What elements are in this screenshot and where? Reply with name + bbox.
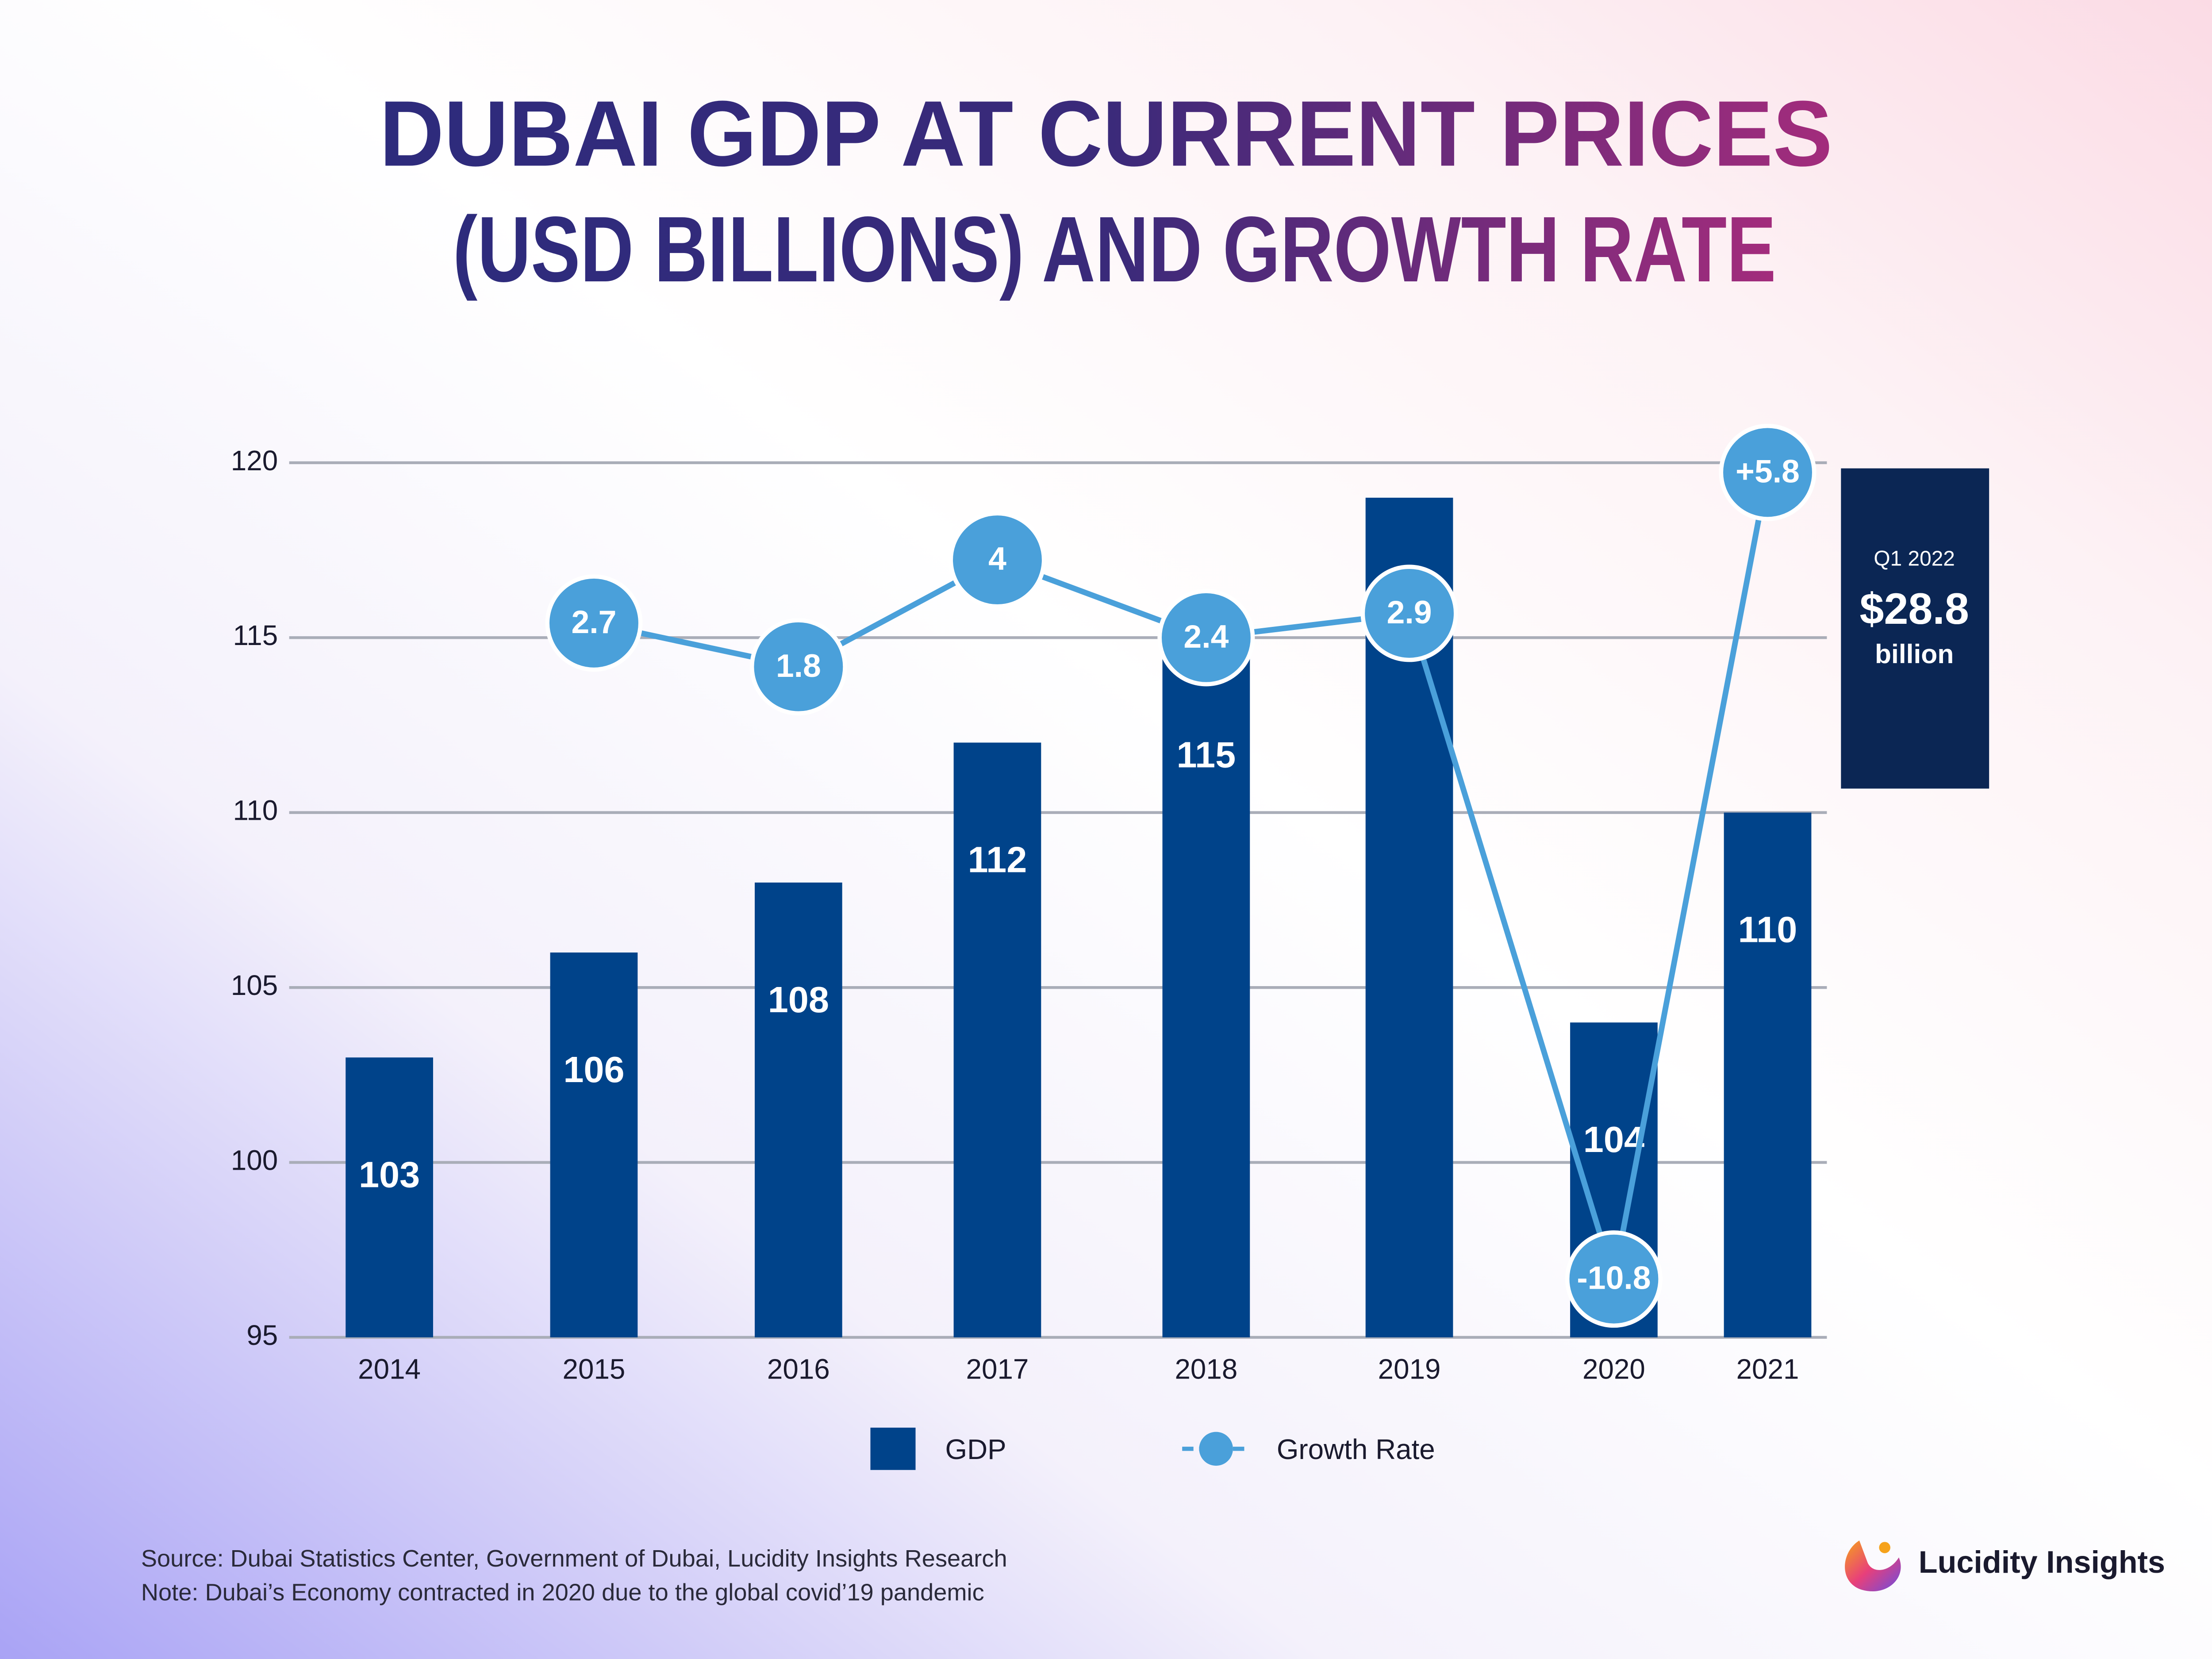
bar-value-label: 106 [563, 1049, 624, 1090]
y-tick-label: 100 [231, 1144, 278, 1176]
brand-logo-dot [1879, 1542, 1890, 1553]
y-tick-label: 120 [231, 445, 278, 476]
brand-logo [1845, 1540, 1901, 1592]
line-point [1157, 589, 1255, 687]
bar-value-label: 108 [768, 979, 829, 1020]
bar-value-label: 112 [968, 839, 1027, 880]
line-point [545, 574, 643, 672]
point-value-label: 2.9 [1387, 594, 1432, 630]
line-point [749, 618, 847, 716]
y-tick-label: 105 [231, 969, 278, 1001]
bar [550, 952, 638, 1337]
line-point [1360, 565, 1458, 662]
legend-label: Growth Rate [1277, 1433, 1435, 1465]
source-note: Source: Dubai Statistics Center, Governm… [141, 1545, 1007, 1572]
line-point [949, 511, 1046, 609]
annotation-box [1841, 468, 1989, 789]
x-tick-label: 2018 [1175, 1353, 1237, 1385]
x-tick-label: 2016 [767, 1353, 830, 1385]
legend-swatch [870, 1428, 916, 1470]
bar [1724, 812, 1812, 1337]
legend-swatch-marker [1199, 1432, 1233, 1466]
bar-value-label: 115 [1177, 734, 1236, 775]
chart-subtitle: (USD BILLIONS) AND GROWTH RATE [453, 197, 1776, 301]
bar [754, 882, 842, 1337]
point-value-label: 1.8 [776, 648, 821, 684]
bar [346, 1057, 433, 1337]
x-tick-label: 2021 [1736, 1353, 1799, 1385]
line-point [1565, 1230, 1663, 1328]
annotation-unit: billion [1875, 639, 1954, 669]
footnote: Note: Dubai’s Economy contracted in 2020… [141, 1579, 984, 1606]
bar-value-label: 104 [1583, 1119, 1644, 1160]
point-value-label: 2.4 [1183, 618, 1229, 655]
x-tick-label: 2014 [358, 1353, 421, 1385]
y-tick-label: 95 [246, 1319, 278, 1351]
y-tick-label: 115 [233, 619, 278, 651]
x-tick-label: 2020 [1582, 1353, 1645, 1385]
y-tick-label: 110 [233, 795, 278, 826]
point-value-label: 4 [988, 541, 1006, 577]
annotation-label: Q1 2022 [1874, 547, 1955, 571]
x-tick-label: 2017 [966, 1353, 1029, 1385]
annotation-value: $28.8 [1859, 584, 1969, 633]
point-value-label: +5.8 [1736, 453, 1800, 489]
brand-name: Lucidity Insights [1919, 1544, 2165, 1579]
legend-label: GDP [945, 1433, 1006, 1465]
x-tick-label: 2015 [563, 1353, 626, 1385]
point-value-label: -10.8 [1577, 1260, 1651, 1296]
chart-title: DUBAI GDP AT CURRENT PRICES [380, 81, 1832, 185]
bar-value-label: 103 [359, 1154, 420, 1195]
x-tick-label: 2019 [1378, 1353, 1441, 1385]
line-point [1719, 423, 1816, 521]
bar [953, 742, 1041, 1337]
bar [1162, 637, 1250, 1337]
bar-value-label: 110 [1738, 909, 1797, 950]
point-value-label: 2.7 [572, 604, 617, 640]
